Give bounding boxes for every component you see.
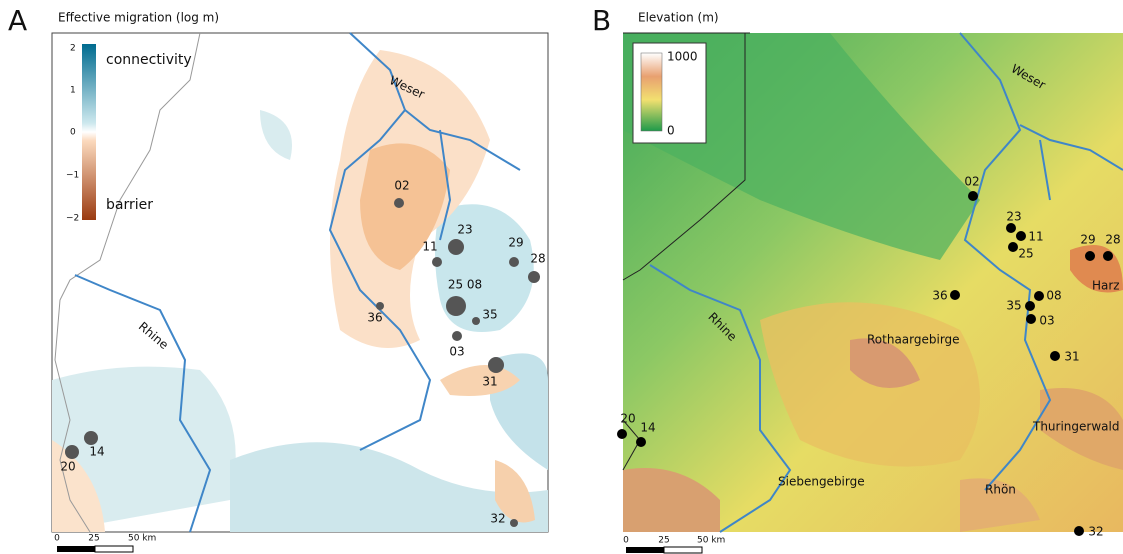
place-label: Rhön [985,483,1016,497]
site-marker [950,290,960,300]
site-label: 23 [457,223,472,237]
site-label: 28 [1105,233,1120,247]
site-label: 11 [1028,230,1043,244]
legend-label: connectivity [106,52,192,68]
site-marker [65,445,79,459]
site-label: 35 [1006,299,1021,313]
scale-label: 0 [623,536,629,546]
place-label: Thuringerwald [1032,420,1119,434]
site-label: 02 [964,175,979,189]
site-label: 08 [1046,289,1061,303]
site-marker [968,191,978,201]
site-marker [1008,242,1018,252]
legend-colorbar [641,53,662,131]
site-marker [1026,314,1036,324]
scale-label: 25 [88,534,99,544]
panel-letter: A [8,4,27,37]
legend-tick: 0 [667,124,675,138]
site-label: 14 [640,421,655,435]
site-marker [1025,301,1035,311]
panel-a: A Effective migration (log m) Weser Rhin… [8,4,548,552]
site-label: 36 [932,289,947,303]
site-label: 25 [1018,247,1033,261]
legend-tick: −2 [66,214,79,224]
site-label: 29 [508,236,523,250]
site-label: 32 [490,512,505,526]
site-marker [394,198,404,208]
scale-bar [626,547,664,553]
site-label: 23 [1006,210,1021,224]
site-marker [617,429,627,439]
place-label: Siebengebirge [778,475,865,489]
site-marker [448,239,464,255]
scale-label: 25 [658,536,669,546]
site-label: 31 [1064,350,1079,364]
legend-colorbar [82,44,96,220]
site-marker [84,431,98,445]
legend-tick: 2 [70,44,76,54]
legend-label: barrier [106,197,153,213]
scale-bar [664,547,702,553]
site-marker [1074,526,1084,536]
site-marker [1085,251,1095,261]
site-marker [1016,231,1026,241]
panel-b: B Elevation (m) Weser Rhine Rothaargebir… [592,4,1123,553]
site-marker [488,357,504,373]
legend-tick: −1 [66,171,79,181]
place-label: Rothaargebirge [867,333,960,347]
site-label: 11 [422,240,437,254]
site-marker [509,257,519,267]
site-label: 25 08 [448,278,482,292]
site-marker [1006,223,1016,233]
site-marker [1050,351,1060,361]
site-label: 03 [1039,314,1054,328]
site-label: 14 [89,445,104,459]
site-label: 32 [1088,525,1103,539]
scale-label: 50 km [697,536,725,546]
scale-bar [57,546,95,552]
site-label: 29 [1080,233,1095,247]
legend-tick: 0 [70,128,76,138]
site-marker [432,257,442,267]
scale-label: 50 km [128,534,156,544]
site-marker [1103,251,1113,261]
site-marker [376,302,384,310]
site-marker [528,271,540,283]
panel-letter: B [592,4,611,37]
panel-title: Elevation (m) [638,11,719,25]
site-marker [446,296,466,316]
scale-bar [95,546,133,552]
site-label: 31 [482,375,497,389]
site-label: 28 [530,252,545,266]
site-label: 03 [449,345,464,359]
site-label: 36 [367,311,382,325]
site-label: 20 [60,460,75,474]
panel-title: Effective migration (log m) [58,11,219,25]
site-label: 20 [620,412,635,426]
place-label: Harz [1092,279,1120,293]
site-marker [510,519,518,527]
site-marker [636,437,646,447]
site-label: 35 [482,308,497,322]
site-marker [452,331,462,341]
site-marker [472,317,480,325]
site-label: 02 [394,179,409,193]
site-marker [1034,291,1044,301]
legend-tick: 1 [70,86,76,96]
legend-tick: 1000 [667,50,698,64]
scale-label: 0 [54,534,60,544]
figure: A Effective migration (log m) Weser Rhin… [0,0,1123,554]
